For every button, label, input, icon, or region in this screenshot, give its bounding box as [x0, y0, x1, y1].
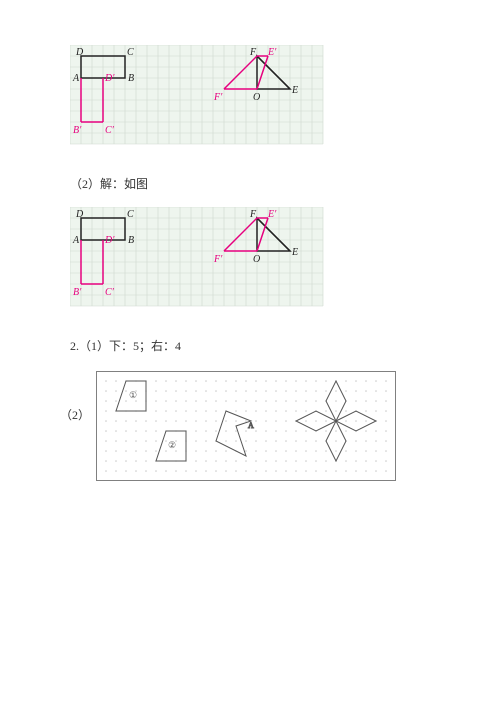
svg-text:F: F	[249, 209, 257, 220]
shape-label-1: ①	[129, 390, 137, 400]
svg-text:D: D	[75, 209, 84, 220]
svg-text:O: O	[253, 254, 260, 265]
svg-text:C: C	[127, 209, 134, 220]
svg-text:D′: D′	[104, 73, 115, 84]
svg-text:A: A	[72, 73, 80, 84]
svg-text:F′: F′	[213, 254, 223, 265]
svg-text:D′: D′	[104, 235, 115, 246]
svg-text:C′: C′	[105, 287, 115, 298]
caption-2: 2.（1）下：5；右：4	[70, 337, 460, 354]
svg-text:C: C	[127, 47, 134, 58]
caption-1: （2）解：如图	[70, 175, 460, 192]
svg-text:E: E	[291, 85, 298, 96]
svg-text:A: A	[248, 421, 254, 430]
svg-text:B: B	[128, 235, 134, 246]
row-label-2: （2）	[60, 366, 90, 423]
svg-text:B: B	[128, 73, 134, 84]
dot-grid-svg: ① ② A	[96, 371, 396, 481]
svg-text:E′: E′	[267, 209, 277, 220]
shape-label-2: ②	[168, 440, 176, 450]
grid-figure-2: D C A B F O E D′ B′ C′ F′ E′	[70, 207, 460, 312]
grid-figure-1: D C A B F O E D′ B′ C′ F′ E′	[70, 45, 460, 150]
svg-text:O: O	[253, 92, 260, 103]
svg-text:F′: F′	[213, 92, 223, 103]
dot-grid-figure: ① ② A	[96, 371, 396, 481]
svg-text:C′: C′	[105, 125, 115, 136]
svg-text:D: D	[75, 47, 84, 58]
svg-text:F: F	[249, 47, 257, 58]
grid-svg-2: D C A B F O E D′ B′ C′ F′ E′	[70, 207, 325, 312]
svg-text:E′: E′	[267, 47, 277, 58]
grid-svg-1: D C A B F O E D′ B′ C′ F′ E′	[70, 45, 325, 150]
svg-text:A: A	[72, 235, 80, 246]
svg-text:B′: B′	[73, 125, 82, 136]
svg-text:E: E	[291, 247, 298, 258]
svg-text:B′: B′	[73, 287, 82, 298]
